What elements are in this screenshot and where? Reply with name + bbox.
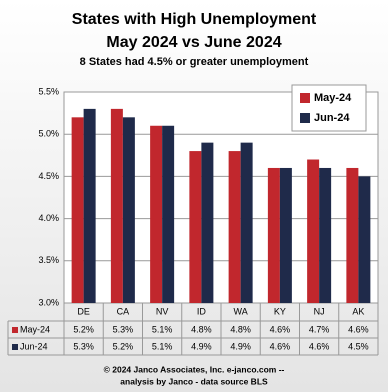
legend-label: May-24 (314, 92, 352, 104)
x-tick-label: WA (234, 306, 248, 316)
y-tick-label: 3.5% (38, 255, 59, 265)
data-label: 5.3% (73, 341, 94, 351)
data-label: 5.1% (152, 341, 173, 351)
table-series-name: May-24 (20, 324, 50, 334)
table-series-name: Jun-24 (20, 341, 48, 351)
legend-key (300, 113, 310, 123)
x-tick-label: AK (352, 306, 364, 316)
data-label: 4.8% (191, 324, 212, 334)
legend-label: Jun-24 (314, 112, 350, 124)
bar (228, 151, 241, 303)
x-tick-label: NJ (314, 306, 325, 316)
bar (71, 117, 84, 303)
y-tick-label: 4.5% (38, 171, 59, 181)
data-label: 4.5% (348, 341, 369, 351)
bar (110, 108, 123, 303)
y-tick-label: 5.5% (38, 86, 59, 96)
data-label: 4.8% (230, 324, 251, 334)
data-label: 5.2% (113, 341, 134, 351)
bar (307, 159, 320, 303)
data-label: 4.9% (230, 341, 251, 351)
bar (267, 167, 280, 303)
legend (291, 84, 367, 132)
bar (279, 167, 292, 303)
data-label: 4.6% (309, 341, 330, 351)
data-label: 4.6% (348, 324, 369, 334)
bar (346, 167, 359, 303)
chart-title: States with High Unemployment (72, 11, 317, 28)
footer: analysis by Janco - data source BLS (120, 376, 268, 386)
data-label: 5.2% (73, 324, 94, 334)
data-label: 4.9% (191, 341, 212, 351)
data-label: 4.7% (309, 324, 330, 334)
bar (150, 125, 163, 303)
y-tick-label: 3.0% (38, 297, 59, 307)
y-tick-label: 5.0% (38, 129, 59, 139)
bar (122, 117, 135, 303)
legend-key (300, 93, 310, 103)
bar (83, 108, 96, 303)
data-label: 4.6% (270, 341, 291, 351)
y-tick-label: 4.0% (38, 213, 59, 223)
data-label: 4.6% (270, 324, 291, 334)
bar (162, 125, 175, 303)
chart-subtitle: May 2024 vs June 2024 (106, 34, 281, 51)
x-tick-label: NV (156, 306, 169, 316)
data-label: 5.3% (113, 324, 134, 334)
x-tick-label: CA (117, 306, 130, 316)
bar (319, 167, 332, 303)
bar (189, 151, 202, 303)
table-key (12, 344, 18, 350)
bar (358, 176, 371, 303)
table-key (12, 327, 18, 333)
bar (240, 142, 253, 303)
footer: © 2024 Janco Associates, Inc. e-janco.co… (104, 364, 285, 374)
data-label: 5.1% (152, 324, 173, 334)
bar (201, 142, 214, 303)
x-tick-label: ID (197, 306, 207, 316)
x-tick-label: DE (77, 306, 90, 316)
annotation: 8 States had 4.5% or greater unemploymen… (80, 56, 309, 68)
x-tick-label: KY (274, 306, 286, 316)
